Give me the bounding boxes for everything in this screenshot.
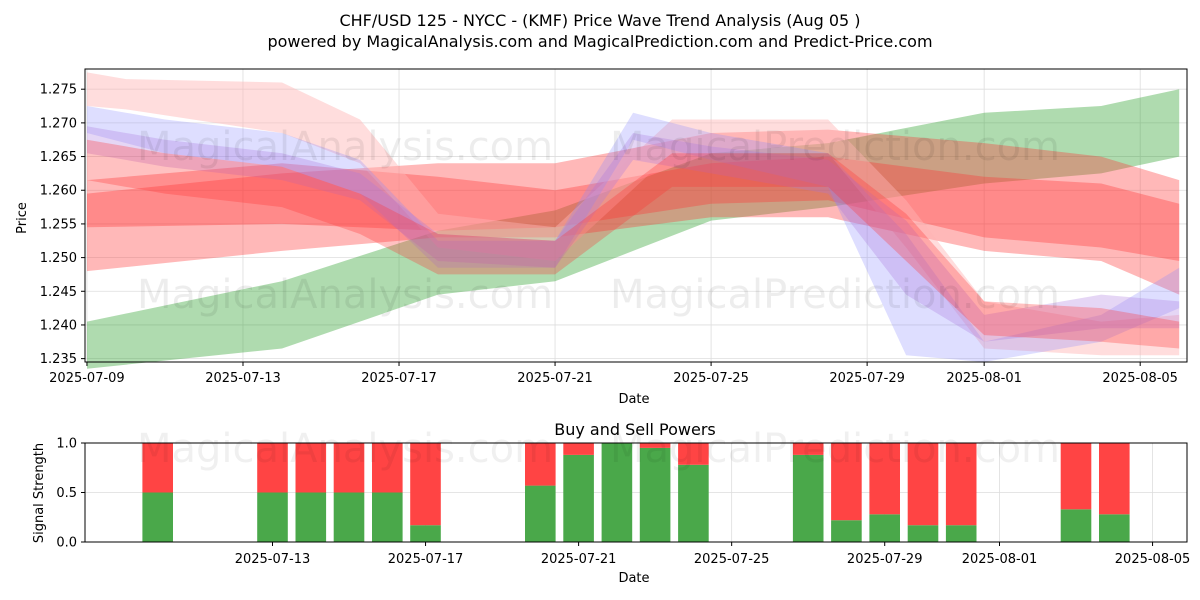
buy-power-bar bbox=[563, 454, 594, 542]
wave-band-blue-4 bbox=[87, 106, 1180, 362]
chart-title: CHF/USD 125 - NYCC - (KMF) Price Wave Tr… bbox=[339, 11, 860, 30]
watermark-text: MagicalPrediction.com bbox=[610, 272, 1060, 318]
sell-power-bar bbox=[257, 443, 288, 493]
power-y-axis: 0.0 0.5 1.0 bbox=[56, 437, 85, 551]
power-x-tick-label: 2025-07-21 bbox=[541, 552, 617, 567]
buy-power-bar bbox=[869, 514, 900, 542]
buy-power-bar bbox=[333, 492, 365, 542]
sell-power-bar bbox=[1060, 443, 1092, 510]
price-x-tick-label: 2025-07-09 bbox=[49, 371, 125, 386]
sell-power-bar bbox=[907, 443, 939, 526]
power-chart-watermarks: MagicalAnalysis.com MagicalPrediction.com bbox=[137, 426, 1060, 472]
power-x-axis-label: Date bbox=[618, 571, 649, 586]
wave-band-green-0 bbox=[87, 89, 1180, 369]
power-bars bbox=[142, 443, 1130, 542]
price-y-tick-label: 1.265 bbox=[40, 150, 77, 165]
price-wave-bands bbox=[87, 72, 1180, 369]
price-y-axis-label: Price bbox=[15, 202, 30, 234]
buy-power-bar bbox=[410, 525, 441, 542]
price-x-tick-label: 2025-07-17 bbox=[361, 371, 437, 386]
price-y-tick-label: 1.255 bbox=[40, 217, 77, 232]
price-chart-grid bbox=[85, 69, 1187, 362]
wave-band-red-6 bbox=[87, 139, 1180, 349]
price-y-tick-label: 1.275 bbox=[40, 83, 77, 98]
buy-power-bar bbox=[907, 525, 939, 542]
price-x-axis-label: Date bbox=[618, 392, 649, 407]
buy-power-bar bbox=[831, 520, 862, 542]
buy-power-bar bbox=[257, 492, 288, 542]
power-x-tick-label: 2025-07-17 bbox=[388, 552, 464, 567]
price-x-tick-label: 2025-07-13 bbox=[205, 371, 281, 386]
wave-band-red-1 bbox=[87, 129, 1180, 295]
power-y-axis-label: Signal Strength bbox=[32, 443, 47, 543]
watermark-text: MagicalAnalysis.com bbox=[137, 272, 553, 318]
watermark-text: MagicalPrediction.com bbox=[610, 426, 1060, 472]
buy-power-bar bbox=[525, 485, 556, 542]
price-y-tick-label: 1.245 bbox=[40, 285, 77, 300]
power-y-tick-label: 0.0 bbox=[56, 536, 77, 551]
watermark-text: MagicalAnalysis.com bbox=[137, 426, 553, 472]
power-y-tick-label: 0.5 bbox=[56, 486, 77, 501]
sell-power-bar bbox=[831, 443, 862, 521]
sell-power-bar bbox=[372, 443, 403, 493]
price-chart-watermarks: MagicalAnalysis.com MagicalPrediction.com… bbox=[137, 124, 1060, 318]
sell-power-bar bbox=[410, 443, 441, 526]
price-x-tick-label: 2025-08-05 bbox=[1102, 371, 1178, 386]
sell-power-bar bbox=[295, 443, 327, 493]
wave-band-pink-3 bbox=[87, 72, 1180, 356]
buy-power-bar bbox=[142, 492, 173, 542]
price-y-tick-label: 1.235 bbox=[40, 352, 77, 367]
sell-power-bar bbox=[639, 443, 671, 448]
sell-power-bar bbox=[142, 443, 173, 493]
buy-power-bar bbox=[639, 447, 671, 542]
power-x-tick-label: 2025-07-25 bbox=[694, 552, 770, 567]
buy-power-bar bbox=[372, 492, 403, 542]
chart-subtitle: powered by MagicalAnalysis.com and Magic… bbox=[267, 32, 932, 51]
price-chart-frame bbox=[84, 68, 1188, 363]
watermark-text: MagicalPrediction.com bbox=[610, 124, 1060, 170]
sell-power-bar bbox=[525, 443, 556, 486]
power-x-tick-label: 2025-07-13 bbox=[235, 552, 311, 567]
power-x-tick-label: 2025-08-05 bbox=[1115, 552, 1191, 567]
sell-power-bar bbox=[945, 443, 977, 526]
price-y-tick-label: 1.250 bbox=[40, 251, 77, 266]
power-x-axis: 2025-07-13 2025-07-17 2025-07-21 2025-07-25… bbox=[235, 542, 1191, 567]
price-y-tick-label: 1.260 bbox=[40, 184, 77, 199]
buy-power-bar bbox=[945, 525, 977, 542]
power-x-tick-label: 2025-08-01 bbox=[962, 552, 1038, 567]
wave-band-red-2 bbox=[87, 156, 1180, 261]
price-x-tick-label: 2025-08-01 bbox=[946, 371, 1022, 386]
buy-power-bar bbox=[601, 443, 633, 542]
power-x-tick-label: 2025-07-29 bbox=[847, 552, 923, 567]
price-y-tick-label: 1.270 bbox=[40, 116, 77, 131]
buy-power-bar bbox=[1060, 509, 1092, 542]
wave-band-purple-5 bbox=[87, 126, 1180, 342]
sell-power-bar bbox=[678, 443, 709, 465]
sell-power-bar bbox=[1099, 443, 1130, 515]
buy-power-bar bbox=[792, 454, 824, 542]
buy-power-bar bbox=[295, 492, 327, 542]
price-y-axis: 1.235 1.240 1.245 1.250 1.255 1.260 1.265 1.270… bbox=[40, 83, 85, 367]
buy-power-bar bbox=[678, 464, 709, 542]
power-y-tick-label: 1.0 bbox=[56, 437, 77, 452]
sell-power-bar bbox=[869, 443, 900, 515]
watermark-text: MagicalAnalysis.com bbox=[137, 124, 553, 170]
sell-power-bar bbox=[333, 443, 365, 493]
sell-power-bar bbox=[792, 443, 824, 455]
power-chart-title: Buy and Sell Powers bbox=[554, 420, 716, 439]
price-x-tick-label: 2025-07-29 bbox=[829, 371, 905, 386]
price-y-tick-label: 1.240 bbox=[40, 318, 77, 333]
price-x-tick-label: 2025-07-21 bbox=[517, 371, 593, 386]
price-x-axis: 2025-07-09 2025-07-13 2025-07-17 2025-07-21… bbox=[49, 362, 1178, 386]
sell-power-bar bbox=[563, 443, 594, 455]
buy-power-bar bbox=[1099, 514, 1130, 542]
price-x-tick-label: 2025-07-25 bbox=[673, 371, 749, 386]
